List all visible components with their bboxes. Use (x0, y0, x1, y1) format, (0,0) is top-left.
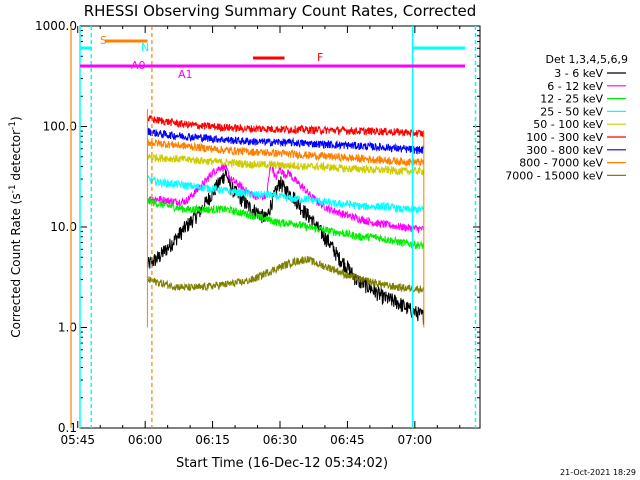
annotation-n: N (141, 41, 149, 54)
annotation-a1: A1 (178, 68, 193, 81)
legend-label: 6 - 12 keV (547, 80, 603, 93)
legend-label: 25 - 50 keV (540, 105, 603, 118)
y-axis-label-sup1: -1 (8, 184, 18, 193)
series-line (146, 168, 425, 325)
y-axis-label-close: ) (9, 116, 23, 121)
y-axis-label-mid: detector (9, 130, 23, 185)
axis-ticks: 0.1 1.0 10.0 100.0 1000.0 05:45 06:00 06:15 06:3… (35, 19, 480, 447)
footer-timestamp: 21-Oct-2021 18:29 (560, 468, 636, 477)
annotation-s: S (100, 34, 107, 47)
y-tick-label: 0.1 (58, 421, 77, 435)
legend-label: 50 - 100 keV (533, 118, 603, 131)
series-line (146, 175, 425, 215)
legend-label: 300 - 800 keV (526, 144, 603, 157)
x-tick-label: 06:15 (195, 433, 230, 447)
legend-label: 12 - 25 keV (540, 93, 603, 106)
y-axis-label: Corrected Count Rate (s-1 detector-1) (8, 116, 23, 337)
x-tick-label: 07:00 (398, 433, 433, 447)
legend-title: Det 1,3,4,5,6,9 (545, 53, 628, 66)
chart-title: RHESSI Observing Summary Count Rates, Co… (84, 2, 477, 20)
x-tick-label: 06:00 (128, 433, 163, 447)
annotation-f: F (317, 51, 323, 64)
y-tick-label: 100.0 (43, 120, 77, 134)
legend-label: 3 - 6 keV (554, 67, 603, 80)
y-tick-label: 10.0 (50, 220, 77, 234)
series-line (147, 161, 425, 233)
x-axis-label: Start Time (16-Dec-12 05:34:02) (176, 456, 388, 471)
legend-label: 7000 - 15000 keV (505, 169, 603, 182)
x-tick-label: 06:30 (263, 433, 298, 447)
x-tick-label: 06:45 (330, 433, 365, 447)
series-line (146, 127, 425, 155)
series-line (147, 197, 425, 250)
series-line (146, 255, 425, 294)
y-tick-label: 1000.0 (35, 19, 77, 33)
series-line (146, 153, 425, 177)
legend-label: 100 - 300 keV (526, 131, 603, 144)
y-axis-label-sup2: -1 (8, 121, 18, 130)
x-tick-label: 05:45 (60, 433, 95, 447)
annotations: S N A0 A1 F (70, 26, 477, 428)
data-series (146, 115, 425, 325)
legend-label: 800 - 7000 keV (519, 157, 603, 170)
annotation-a0: A0 (131, 59, 146, 72)
y-tick-label: 1.0 (58, 321, 77, 335)
y-axis-label-main: Corrected Count Rate (s (9, 193, 23, 337)
series-line (146, 115, 425, 138)
series-line (146, 137, 424, 168)
